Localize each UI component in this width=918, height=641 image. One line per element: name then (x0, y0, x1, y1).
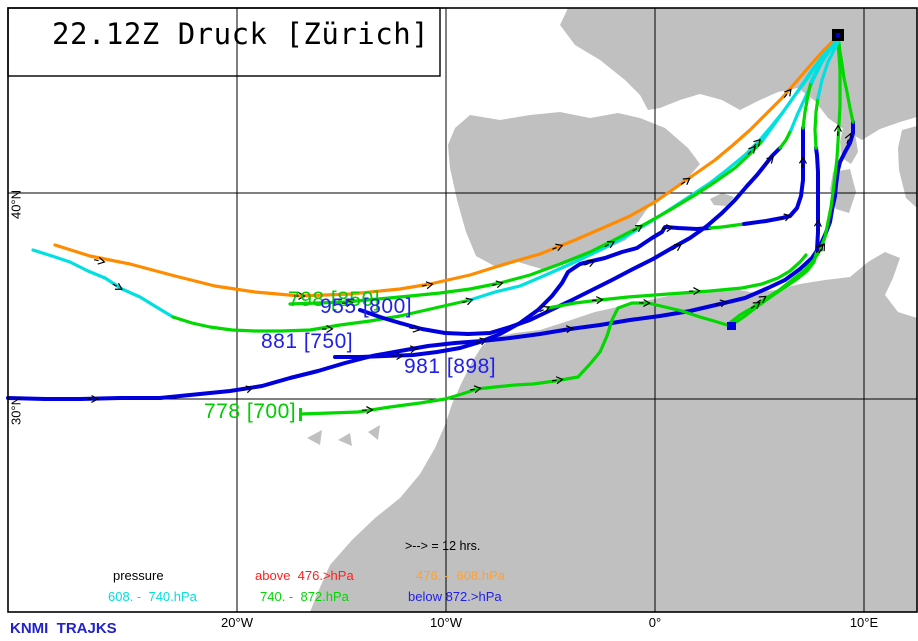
traj-green-coastal (546, 253, 808, 310)
legend-above-476: above 476.>hPa (255, 568, 354, 583)
time-arrow-icon (591, 296, 604, 305)
title-box (7, 7, 441, 77)
trajectory-endpoint-marker (836, 33, 840, 37)
legend-740-872: 740. - 872.hPa (260, 589, 349, 604)
time-arrow-icon (476, 337, 488, 346)
time-arrow-icon (638, 298, 651, 307)
traj-700 (299, 42, 842, 416)
time-arrow-icon (813, 219, 822, 232)
land-polygon (448, 112, 700, 270)
arrow-interval-note: >--> = 12 hrs. (405, 539, 481, 553)
traj-square-start (731, 248, 819, 326)
time-arrow-icon (716, 299, 728, 308)
time-arrow-icon (798, 156, 807, 169)
traj-800 (778, 128, 793, 150)
x-tick-20w: 20°W (221, 615, 253, 630)
traj-750 (708, 222, 746, 230)
trajectory-endpoint-marker (299, 408, 302, 421)
land-polygon (710, 193, 734, 206)
chart-title: 22.12Z Druck [Zürich] (52, 17, 430, 51)
land-polygon (898, 126, 917, 208)
legend-pressure-label: pressure (113, 568, 164, 583)
traj-label-898: 981 [898] (404, 355, 497, 378)
y-tick-30n: 30°N (8, 395, 24, 426)
traj-850 (288, 138, 765, 306)
time-arrow-icon (361, 406, 374, 415)
traj-750 (742, 126, 805, 226)
time-arrow-icon (341, 299, 354, 308)
time-arrow-icon (94, 256, 106, 265)
traj-square-start (813, 96, 820, 150)
time-arrow-icon (783, 88, 792, 98)
traj-square-start (816, 40, 840, 100)
time-arrow-icon (561, 325, 574, 334)
traj-750 (801, 80, 813, 130)
time-arrow-icon (405, 345, 418, 354)
time-arrow-icon (462, 297, 474, 306)
time-arrow-icon (632, 225, 643, 233)
traj-orange (53, 36, 838, 298)
time-arrow-icon (765, 155, 775, 165)
time-arrow-icon (391, 352, 404, 361)
land-polygon (368, 425, 380, 440)
time-arrow-icon (552, 243, 564, 252)
time-arrow-icon (750, 301, 761, 309)
land-polygon (307, 430, 322, 445)
time-arrow-icon (551, 376, 564, 385)
land-polygon (310, 252, 917, 612)
time-arrow-icon (817, 243, 826, 254)
y-tick-40n: 40°N (8, 189, 24, 220)
legend-476-608: 476. - 608.hPa (416, 568, 505, 583)
x-tick-10w: 10°W (430, 615, 462, 630)
time-arrow-icon (492, 280, 504, 289)
time-arrow-icon (688, 287, 701, 296)
time-arrow-icon (421, 281, 434, 290)
time-arrow-icon (539, 305, 551, 314)
time-arrow-icon (833, 124, 842, 137)
time-arrow-icon (242, 385, 254, 394)
land-polygon (560, 8, 917, 140)
knmi-trajks-branding: KNMI TRAJKS (10, 620, 117, 637)
time-arrow-icon (604, 240, 616, 249)
time-arrow-icon (756, 295, 767, 303)
traj-750 (809, 39, 838, 84)
traj-cyan-green (171, 298, 472, 333)
traj-label-800: 955 [800] (320, 295, 413, 318)
traj-label-750: 881 [750] (261, 330, 354, 353)
time-arrow-icon (680, 177, 691, 185)
time-arrow-icon (409, 324, 421, 333)
time-arrow-icon (294, 291, 306, 301)
map-border (7, 7, 918, 613)
time-arrow-icon (661, 224, 674, 233)
time-arrow-icon (671, 244, 682, 252)
traj-750 (333, 225, 712, 359)
traj-label-700: 778 [700] (204, 400, 297, 423)
time-arrow-icon (469, 385, 482, 394)
time-arrow-icon (747, 145, 756, 155)
time-arrow-icon (844, 132, 853, 144)
time-arrow-icon (86, 394, 99, 403)
land-polygon (338, 433, 352, 446)
legend-608-740: 608. - 740.hPa (108, 589, 197, 604)
legend-below-872: below 872.>hPa (408, 589, 502, 604)
traj-cyan-green (31, 248, 175, 319)
traj-label-850: 798 [850] (288, 288, 381, 311)
time-arrow-icon (584, 259, 596, 268)
time-arrow-icon (321, 325, 334, 334)
traj-square-start (814, 146, 820, 252)
time-arrow-icon (112, 282, 123, 290)
traj-800 (358, 146, 782, 336)
x-tick-0: 0° (648, 615, 662, 630)
x-tick-10e: 10°E (849, 615, 879, 630)
time-arrow-icon (780, 213, 792, 222)
trajectory-endpoint-marker (727, 322, 736, 330)
